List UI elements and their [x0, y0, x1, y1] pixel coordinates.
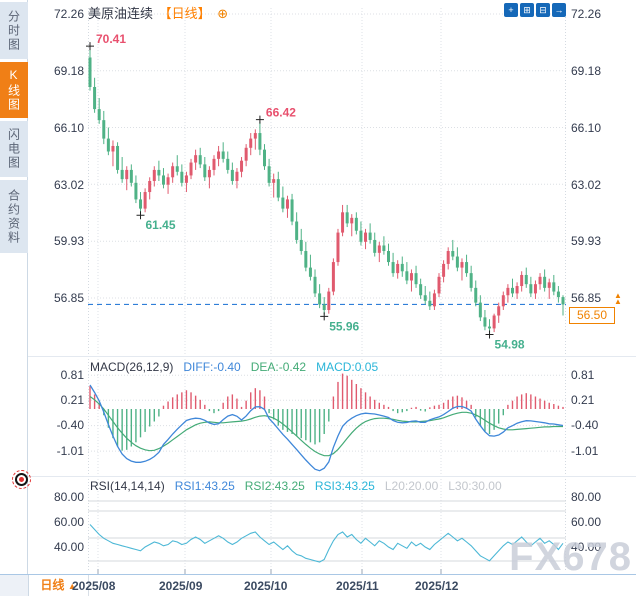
panel-separator — [28, 476, 636, 477]
period-select-button[interactable]: 日线 ▲ — [29, 575, 89, 596]
macd-dea-value: DEA:-0.42 — [250, 360, 307, 374]
rsi-header: RSI(14,14,14) RSI1:43.25 RSI2:43.25 RSI3… — [90, 479, 502, 493]
rsi-tick-left: 40.00 — [53, 540, 84, 554]
fx678-watermark: FX678 — [509, 535, 632, 579]
alert-sun-icon[interactable] — [12, 470, 31, 489]
instrument-title: 美原油连续 — [88, 6, 154, 21]
zoom-out-icon[interactable]: ⊟ — [536, 3, 550, 17]
svg-text:61.45: 61.45 — [146, 218, 176, 232]
panel-separator — [28, 356, 636, 357]
rsi-tick-left: 60.00 — [53, 515, 84, 529]
rsi-title[interactable]: RSI(14,14,14) — [90, 479, 165, 493]
macd-tick-left: -0.40 — [56, 418, 84, 432]
price-tick-right: 56.85 — [571, 291, 602, 305]
bottom-corner — [0, 575, 29, 596]
sidebar-item-contract-info[interactable]: 合约资料 — [0, 180, 28, 253]
macd-diff-value: DIFF:-0.40 — [183, 360, 241, 374]
chart-toolbar: + ⊞ ⊟ → — [504, 3, 566, 17]
price-tick-right: 72.26 — [571, 7, 602, 21]
svg-text:55.96: 55.96 — [329, 319, 359, 333]
crosshair-icon[interactable]: + — [504, 3, 518, 17]
macd-tick-right: -1.01 — [571, 444, 599, 458]
date-tick: 2025/11 — [336, 579, 379, 593]
pan-right-icon[interactable]: → — [552, 3, 566, 17]
date-tick: 2025/10 — [244, 579, 288, 593]
macd-tick-right: 0.81 — [571, 368, 595, 382]
macd-title[interactable]: MACD(26,12,9) — [90, 360, 174, 374]
rsi1-value: RSI1:43.25 — [174, 479, 235, 493]
current-price-tag: 56.50 — [569, 307, 615, 324]
svg-text:66.42: 66.42 — [266, 106, 296, 120]
rsi-l30-value: L30:30.00 — [448, 479, 502, 493]
period-tag[interactable]: 【日线】 — [158, 6, 211, 21]
svg-text:70.41: 70.41 — [96, 32, 126, 46]
rsi-tick-right: 40.00 — [571, 540, 602, 554]
chevron-up-icon: ▲ — [67, 581, 77, 591]
macd-tick-left: 0.81 — [60, 368, 84, 382]
price-tick-left: 63.02 — [53, 178, 84, 192]
macd-header: MACD(26,12,9) DIFF:-0.40 DEA:-0.42 MACD:… — [90, 360, 378, 374]
price-tick-left: 69.18 — [53, 64, 84, 78]
svg-text:54.98: 54.98 — [495, 337, 525, 351]
zoom-in-icon[interactable]: ⊞ — [520, 3, 534, 17]
sidebar-item-kline-chart[interactable]: K线图 — [0, 62, 28, 118]
price-tick-right: 63.02 — [571, 178, 602, 192]
price-tick-left: 66.10 — [53, 121, 84, 135]
macd-tick-left: -1.01 — [56, 444, 84, 458]
rsi2-value: RSI2:43.25 — [244, 479, 305, 493]
macd-tick-left: 0.21 — [60, 393, 84, 407]
add-indicator-icon[interactable]: ⊕ — [217, 6, 229, 21]
price-tick-right: 59.93 — [571, 234, 602, 248]
date-tick: 2025/08 — [72, 579, 116, 593]
macd-tick-right: 0.21 — [571, 393, 595, 407]
rsi-tick-right: 80.00 — [571, 490, 602, 504]
macd-hist-value: MACD:0.05 — [316, 360, 379, 374]
sidebar-item-lightning-chart[interactable]: 闪电图 — [0, 121, 28, 177]
period-button-label: 日线 — [40, 578, 65, 592]
sidebar-item-time-chart[interactable]: 分时图 — [0, 2, 28, 59]
price-tick-left: 59.93 — [53, 234, 84, 248]
macd-tick-right: -0.40 — [571, 418, 599, 432]
bottom-time-axis-bar: 日线 ▲ 2025/08 2025/09 2025/10 2025/11 202… — [0, 574, 636, 596]
chart-titlebar: 美原油连续 【日线】 ⊕ — [88, 3, 228, 22]
rsi3-value: RSI3:43.25 — [314, 479, 375, 493]
rsi-l20-value: L20:20.00 — [384, 479, 439, 493]
price-tick-right: 69.18 — [571, 64, 602, 78]
price-tick-left: 56.85 — [53, 291, 84, 305]
rsi-tick-left: 80.00 — [53, 490, 84, 504]
price-tick-right: 66.10 — [571, 121, 602, 135]
price-tick-left: 72.26 — [53, 7, 84, 21]
price-up-arrows-icon: ▲ ▲ — [614, 291, 622, 306]
date-tick: 2025/12 — [415, 579, 459, 593]
date-tick: 2025/09 — [159, 579, 203, 593]
rsi-tick-right: 60.00 — [571, 515, 602, 529]
